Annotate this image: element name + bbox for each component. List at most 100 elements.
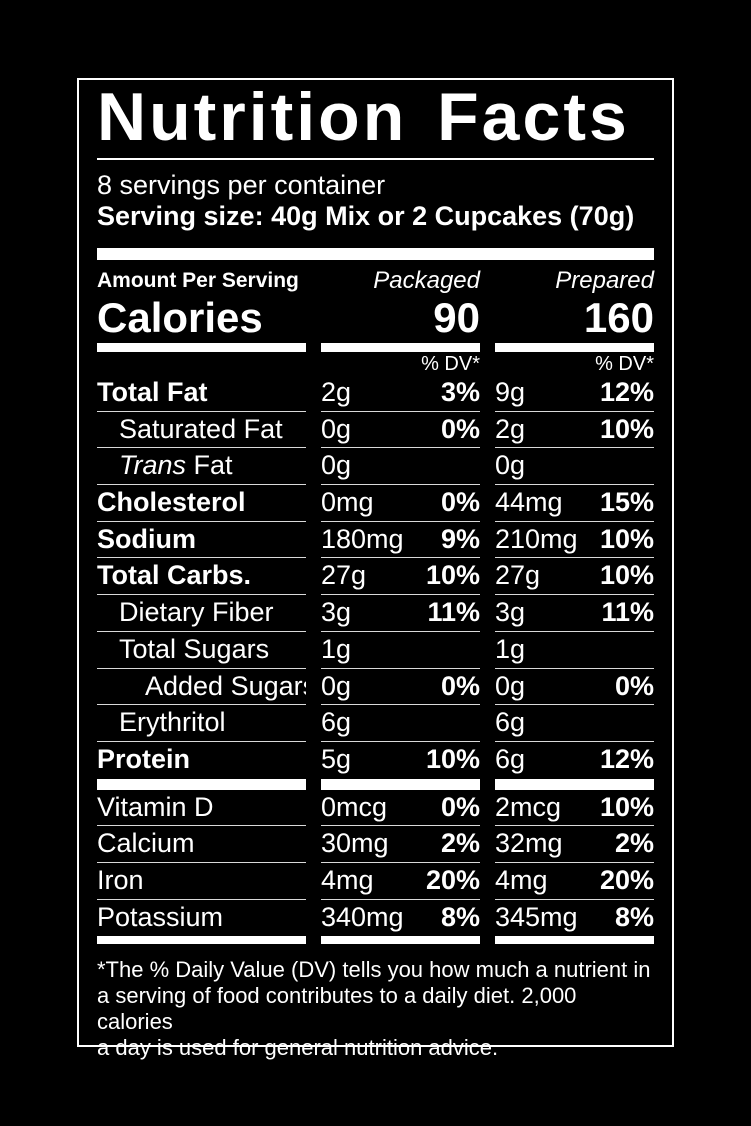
amount: 32mg [495, 828, 563, 859]
prepared-column-header: Prepared [555, 267, 654, 294]
dv-header-prepared: % DV* [595, 353, 654, 375]
divider-segment [97, 936, 306, 945]
footnote-line: a serving of food contributes to a daily… [97, 983, 577, 1035]
nutrient-name: Added Sugars [97, 669, 306, 706]
amount: 180mg [321, 523, 404, 554]
calories-label: Calories [97, 294, 263, 341]
daily-value-percent: 10% [599, 523, 654, 554]
nutrient-row: Trans Fat 0g 0g [97, 448, 654, 486]
thick-divider-full [97, 248, 654, 260]
packaged-value-cell: 0g 0% [321, 412, 480, 449]
nutrient-row: Erythritol 6g 6g [97, 705, 654, 742]
daily-value-percent: 11% [427, 597, 480, 628]
nutrient-row: Vitamin D 0mcg 0% 2mcg 10% [97, 790, 654, 827]
nutrient-row: Protein 5g 10% 6g 12% [97, 742, 654, 779]
amount: 6g [495, 707, 526, 738]
prepared-value-cell: 345mg 8% [495, 900, 654, 937]
packaged-value-cell: 0mcg 0% [321, 790, 480, 827]
amount: 1g [495, 633, 526, 664]
servings-per-container: 8 servings per container [97, 170, 386, 200]
nutrient-name: Protein [97, 743, 191, 774]
packaged-value-cell: 6g [321, 705, 480, 742]
nutrient-row: Cholesterol 0mg 0% 44mg 15% [97, 485, 654, 522]
packaged-value-cell: 1g [321, 632, 480, 669]
amount: 340mg [321, 901, 404, 932]
nutrient-name: Iron [97, 863, 306, 900]
daily-value-percent: 10% [599, 560, 654, 591]
amount: 0g [321, 450, 352, 481]
packaged-value-cell: 27g 10% [321, 558, 480, 596]
prepared-value-cell: 4mg 20% [495, 863, 654, 900]
nutrient-name: Total Sugars [97, 632, 306, 669]
panel-title: Nutrition Facts [97, 79, 630, 155]
daily-value-percent: 10% [599, 413, 654, 444]
micronutrient-table: Vitamin D 0mcg 0% 2mcg 10% Calcium 30mg 2% 32mg 2… [97, 790, 654, 937]
segment-divider-calories [97, 343, 654, 352]
packaged-value-cell: 0g [321, 448, 480, 486]
packaged-value-cell: 2g 3% [321, 375, 480, 412]
daily-value-percent: 8% [440, 901, 480, 932]
nutrition-facts-panel: Nutrition Facts 8 servings per container… [77, 78, 674, 1060]
divider-segment [321, 778, 480, 790]
prepared-value-cell: 0g 0% [495, 669, 654, 706]
segment-divider-protein [97, 778, 654, 790]
amount: 9g [495, 377, 526, 407]
nutrient-name: Saturated Fat [97, 412, 306, 449]
packaged-value-cell: 180mg 9% [321, 522, 480, 559]
prepared-value-cell: 32mg 2% [495, 826, 654, 863]
column-header-row: Amount Per Serving Packaged Prepared [97, 268, 654, 294]
nutrient-row: Potassium 340mg 8% 345mg 8% [97, 900, 654, 937]
daily-value-percent: 10% [425, 743, 480, 774]
italic-name-part: Trans [119, 450, 187, 481]
packaged-value-cell: 4mg 20% [321, 863, 480, 900]
daily-value-percent: 0% [440, 413, 480, 444]
divider-segment [495, 343, 654, 352]
packaged-value-cell: 30mg 2% [321, 826, 480, 863]
segment-divider-bottom [97, 936, 654, 945]
amount: 3g [321, 597, 352, 628]
title-divider [97, 158, 654, 160]
nutrient-name: Erythritol [97, 705, 306, 742]
amount: 5g [321, 743, 352, 774]
amount: 0mcg [321, 791, 388, 822]
nutrient-row: Sodium 180mg 9% 210mg 10% [97, 522, 654, 559]
prepared-value-cell: 3g 11% [495, 595, 654, 632]
prepared-value-cell: 9g 12% [495, 375, 654, 412]
nutrient-row: Total Sugars 1g 1g [97, 632, 654, 669]
daily-value-percent: 2% [440, 828, 480, 859]
nutrient-name: Cholesterol [97, 485, 306, 522]
nutrient-row: Calcium 30mg 2% 32mg 2% [97, 826, 654, 863]
amount: 27g [321, 560, 367, 591]
amount: 6g [321, 707, 352, 738]
amount: 0g [495, 450, 526, 481]
daily-value-header-row: % DV* % DV* [97, 352, 654, 375]
amount: 44mg [495, 487, 563, 518]
calories-row: Calories 90 160 [97, 294, 654, 341]
nutrient-name: Dietary Fiber [97, 595, 306, 632]
nutrient-row: Total Carbs. 27g 10% 27g 10% [97, 558, 654, 596]
prepared-value-cell: 44mg 15% [495, 485, 654, 522]
nutrient-row: Added Sugars 0g 0% 0g 0% [97, 669, 654, 706]
daily-value-percent: 15% [599, 487, 654, 518]
daily-value-percent: 0% [614, 670, 654, 701]
amount: 0g [321, 413, 352, 444]
divider-segment [495, 778, 654, 790]
amount: 1g [321, 633, 352, 664]
calories-packaged: 90 [433, 294, 480, 341]
calories-prepared: 160 [583, 294, 654, 341]
nutrient-name: Total Carbs. [97, 558, 306, 596]
packaged-value-cell: 0g 0% [321, 669, 480, 706]
amount: 0mg [321, 487, 374, 518]
serving-size: Serving size: 40g Mix or 2 Cupcakes (70g… [97, 201, 635, 231]
nutrient-name: Potassium [97, 901, 224, 932]
amount-per-serving-label: Amount Per Serving [97, 269, 299, 292]
divider-segment [321, 343, 480, 352]
daily-value-percent: 20% [599, 864, 654, 895]
daily-value-percent: 11% [601, 597, 654, 628]
amount: 2g [321, 377, 352, 407]
daily-value-percent: 12% [599, 743, 654, 774]
amount: 345mg [495, 901, 578, 932]
dv-footnote: *The % Daily Value (DV) tells you how mu… [97, 957, 654, 1061]
daily-value-percent: 2% [614, 828, 654, 859]
